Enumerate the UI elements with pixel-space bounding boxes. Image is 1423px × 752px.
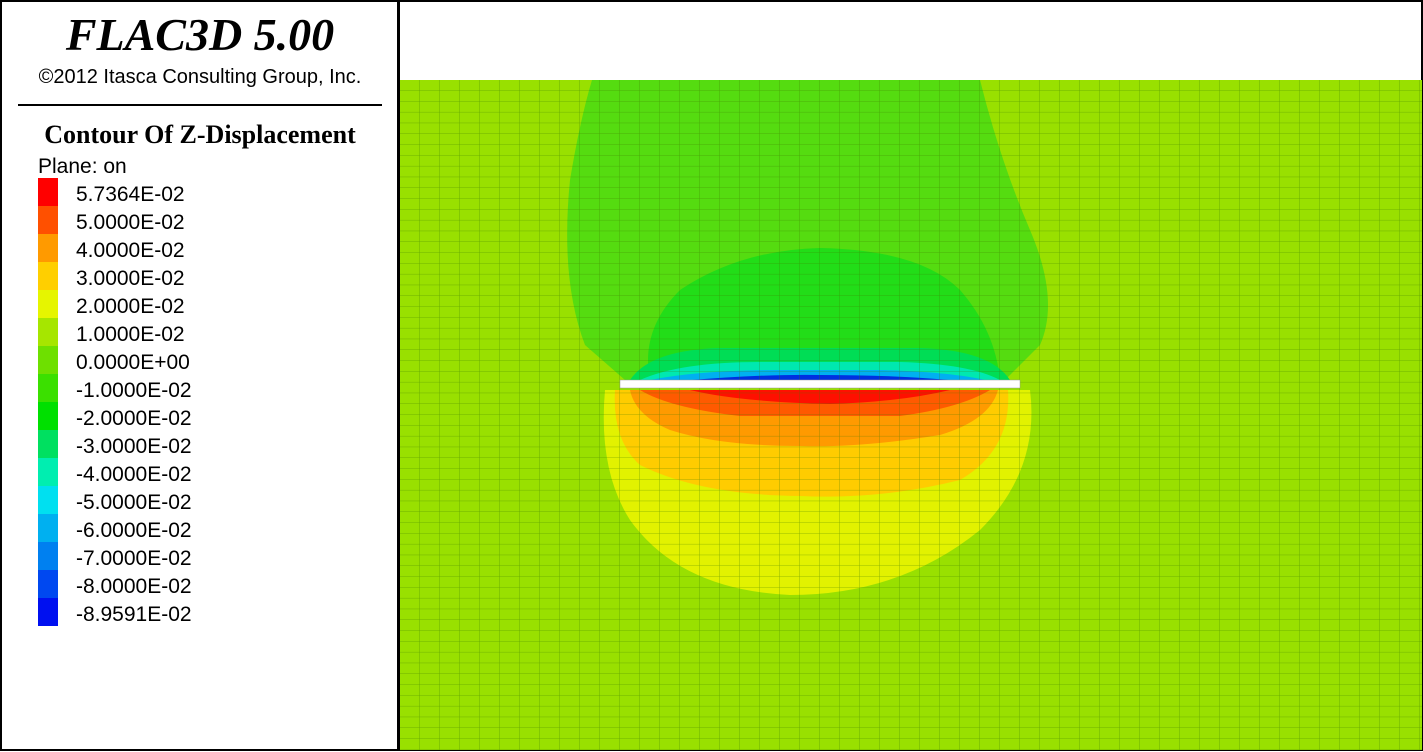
legend-label: -4.0000E-02 [76, 463, 192, 486]
legend-label: 2.0000E-02 [76, 295, 185, 318]
legend-label: -7.0000E-02 [76, 547, 192, 570]
legend-swatch [38, 206, 58, 234]
legend-swatch [38, 486, 58, 514]
legend-swatch [38, 262, 58, 290]
legend-swatch [38, 598, 58, 626]
app-title: FLAC3D 5.00 [65, 9, 334, 60]
legend-label: -8.0000E-02 [76, 575, 192, 598]
legend-label: -3.0000E-02 [76, 435, 192, 458]
legend-swatch [38, 514, 58, 542]
mesh [400, 80, 1422, 750]
copyright: ©2012 Itasca Consulting Group, Inc. [39, 66, 362, 88]
legend-swatch [38, 402, 58, 430]
plane-label: Plane: on [38, 155, 127, 178]
legend-label: 5.0000E-02 [76, 211, 185, 234]
legend-label: -2.0000E-02 [76, 407, 192, 430]
legend-label: 3.0000E-02 [76, 267, 185, 290]
legend-swatch [38, 570, 58, 598]
legend-swatch [38, 374, 58, 402]
legend-swatch [38, 290, 58, 318]
legend-swatch [38, 178, 58, 206]
legend-label: 5.7364E-02 [76, 183, 185, 206]
legend-title: Contour Of Z-Displacement [44, 120, 356, 149]
excavation [619, 379, 1021, 389]
legend-label: 0.0000E+00 [76, 351, 190, 374]
legend-panel [0, 0, 399, 751]
legend-swatch [38, 318, 58, 346]
legend-items: 5.7364E-02 5.0000E-02 4.0000E-02 3.0000E-02… [38, 178, 192, 626]
contour-plot [400, 80, 1422, 750]
legend-label: -1.0000E-02 [76, 379, 192, 402]
legend-swatch [38, 542, 58, 570]
legend-swatch [38, 458, 58, 486]
legend-swatch [38, 234, 58, 262]
legend-swatch [38, 430, 58, 458]
legend-label: -6.0000E-02 [76, 519, 192, 542]
legend-label: -8.9591E-02 [76, 603, 192, 626]
legend-swatch [38, 346, 58, 374]
legend-label: 1.0000E-02 [76, 323, 185, 346]
legend-label: 4.0000E-02 [76, 239, 185, 262]
legend-label: -5.0000E-02 [76, 491, 192, 514]
